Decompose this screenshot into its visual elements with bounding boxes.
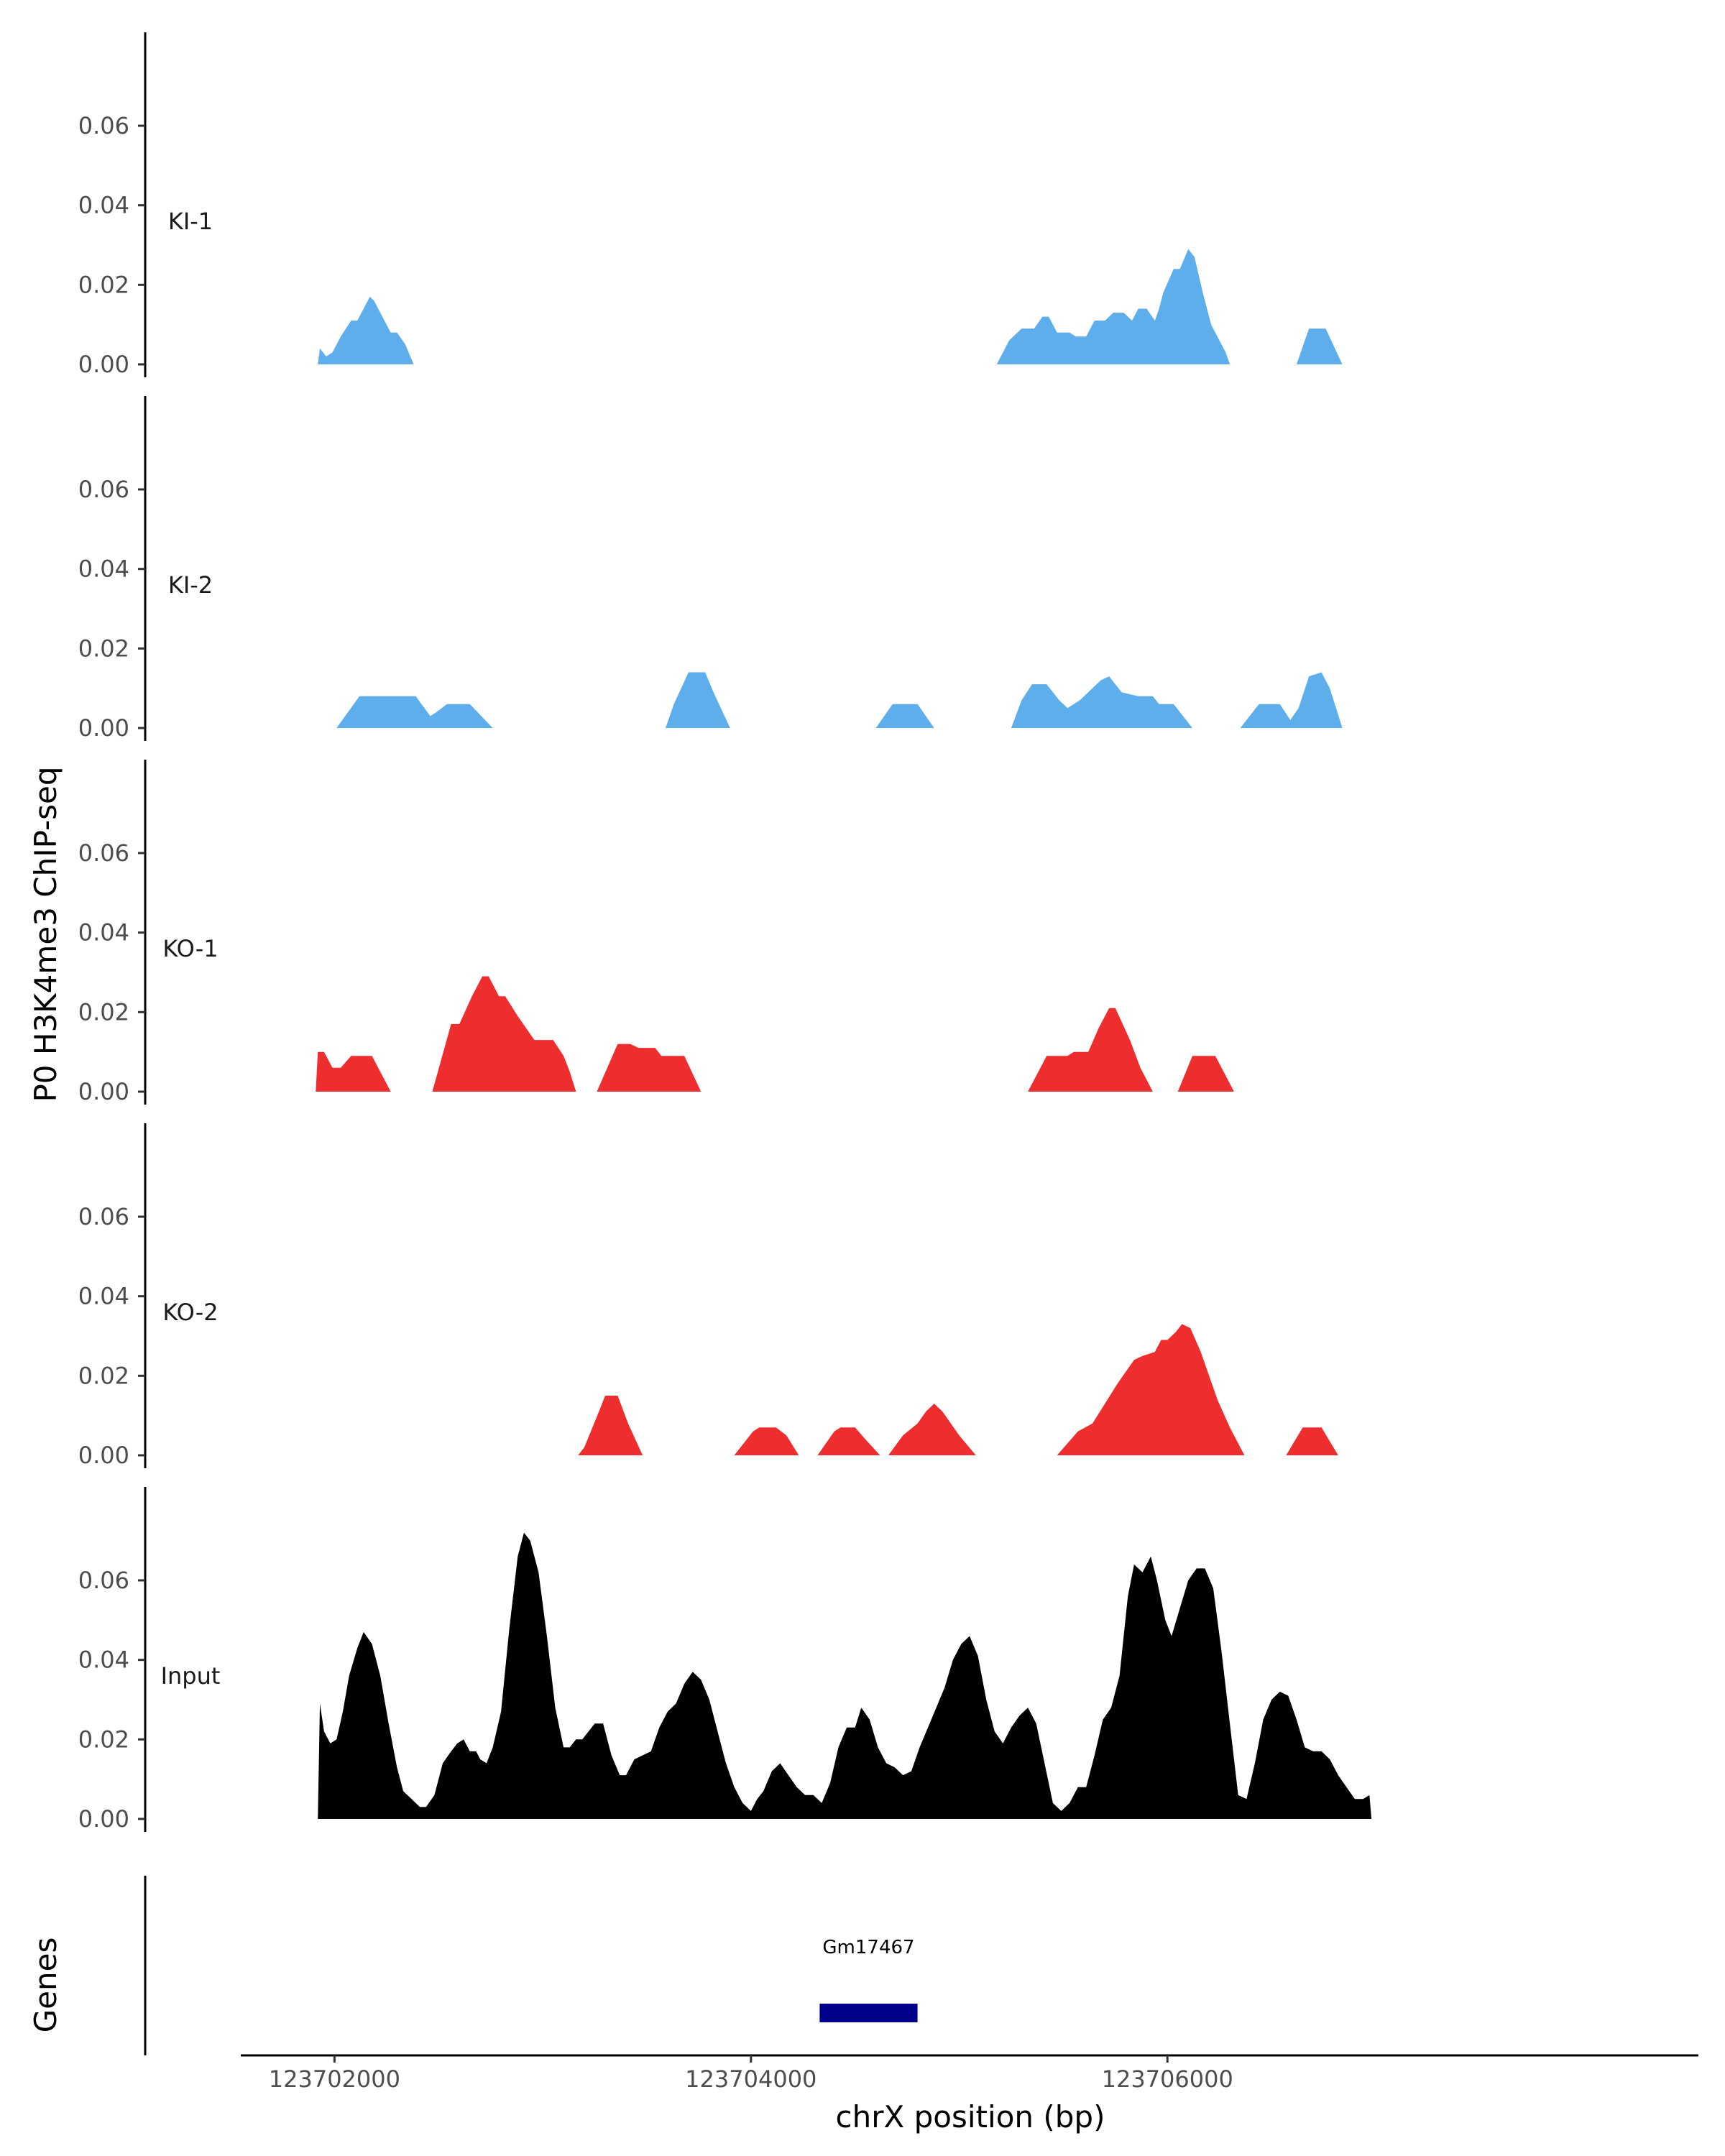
y-tick-label: 0.04 xyxy=(78,919,129,946)
track-input: 0.00 0.02 0.04 0.06 Input xyxy=(78,1487,1372,1833)
x-axis-title: chrX position (bp) xyxy=(836,2099,1105,2134)
track-ki-2: 0.00 0.02 0.04 0.06 KI-2 xyxy=(78,396,1343,742)
y-tick-label: 0.00 xyxy=(78,351,129,378)
genes-layer: Gm17467 xyxy=(819,1937,918,2022)
y-tick-label: 0.04 xyxy=(78,556,129,583)
coverage-area xyxy=(318,296,414,364)
y-tick-label: 0.06 xyxy=(78,1567,129,1594)
y-tick-label: 0.06 xyxy=(78,839,129,867)
y-tick-label: 0.06 xyxy=(78,1203,129,1230)
genes-title: Genes xyxy=(28,1938,63,2033)
coverage-area xyxy=(1177,1056,1234,1092)
coverage-area xyxy=(734,1427,799,1455)
y-tick-label: 0.02 xyxy=(78,271,129,298)
y-tick-label: 0.00 xyxy=(78,714,129,742)
y-tick-label: 0.02 xyxy=(78,1362,129,1389)
track-label-ki-2: KI-2 xyxy=(168,571,213,599)
gene-label: Gm17467 xyxy=(822,1937,914,1958)
y-axis-title: P0 H3K4me3 ChIP-seq xyxy=(28,766,63,1102)
y-tick-label: 0.00 xyxy=(78,1442,129,1469)
coverage-area xyxy=(888,1404,976,1455)
y-tick-label: 0.04 xyxy=(78,1283,129,1310)
track-label-ko-2: KO-2 xyxy=(162,1299,218,1326)
y-tick-label: 0.00 xyxy=(78,1078,129,1105)
genes-panel: Genes Gm17467 xyxy=(28,1876,918,2055)
x-tick-label: 123702000 xyxy=(269,2065,400,2093)
y-tick-label: 0.02 xyxy=(78,1726,129,1753)
x-axis: 123702000 123704000 123706000 chrX positio… xyxy=(241,2054,1698,2134)
track-label-ki-1: KI-1 xyxy=(168,208,213,235)
x-ticks: 123702000 123704000 123706000 xyxy=(269,2055,1233,2093)
track-ki-1: 0.00 0.02 0.04 0.06 KI-1 xyxy=(78,32,1343,378)
coverage-area xyxy=(316,1051,391,1092)
coverage-area xyxy=(875,704,934,728)
coverage-area xyxy=(1296,328,1343,364)
y-tick-label: 0.04 xyxy=(78,192,129,219)
coverage-area xyxy=(817,1427,880,1455)
track-label-ko-1: KO-1 xyxy=(162,935,218,962)
coverage-area xyxy=(432,976,576,1092)
y-tick-label: 0.06 xyxy=(78,476,129,503)
coverage-area xyxy=(318,1532,1372,1819)
coverage-area xyxy=(996,249,1230,364)
coverage-area xyxy=(1240,672,1343,728)
coverage-area xyxy=(1011,676,1192,728)
y-tick-label: 0.02 xyxy=(78,635,129,662)
coverage-area xyxy=(597,1044,702,1092)
coverage-area xyxy=(1028,1008,1153,1092)
coverage-area xyxy=(578,1396,643,1455)
track-ko-2: 0.00 0.02 0.04 0.06 KO-2 xyxy=(78,1123,1338,1469)
coverage-area xyxy=(1057,1324,1245,1455)
y-tick-label: 0.00 xyxy=(78,1805,129,1833)
y-tick-label: 0.06 xyxy=(78,112,129,139)
y-tick-label: 0.04 xyxy=(78,1646,129,1674)
x-tick-label: 123706000 xyxy=(1102,2065,1233,2093)
y-tick-label: 0.02 xyxy=(78,998,129,1026)
track-ko-1: 0.00 0.02 0.04 0.06 KO-1 xyxy=(78,760,1234,1105)
x-tick-label: 123704000 xyxy=(685,2065,816,2093)
coverage-area xyxy=(336,696,493,728)
coverage-area xyxy=(666,672,730,728)
coverage-area xyxy=(1286,1427,1338,1455)
gene-bar xyxy=(819,2004,918,2022)
track-label-input: Input xyxy=(161,1662,221,1690)
tracks-layer: 0.00 0.02 0.04 0.06 KI-1 0.00 0.02 0.04 0.06 KI-2… xyxy=(78,32,1372,1833)
